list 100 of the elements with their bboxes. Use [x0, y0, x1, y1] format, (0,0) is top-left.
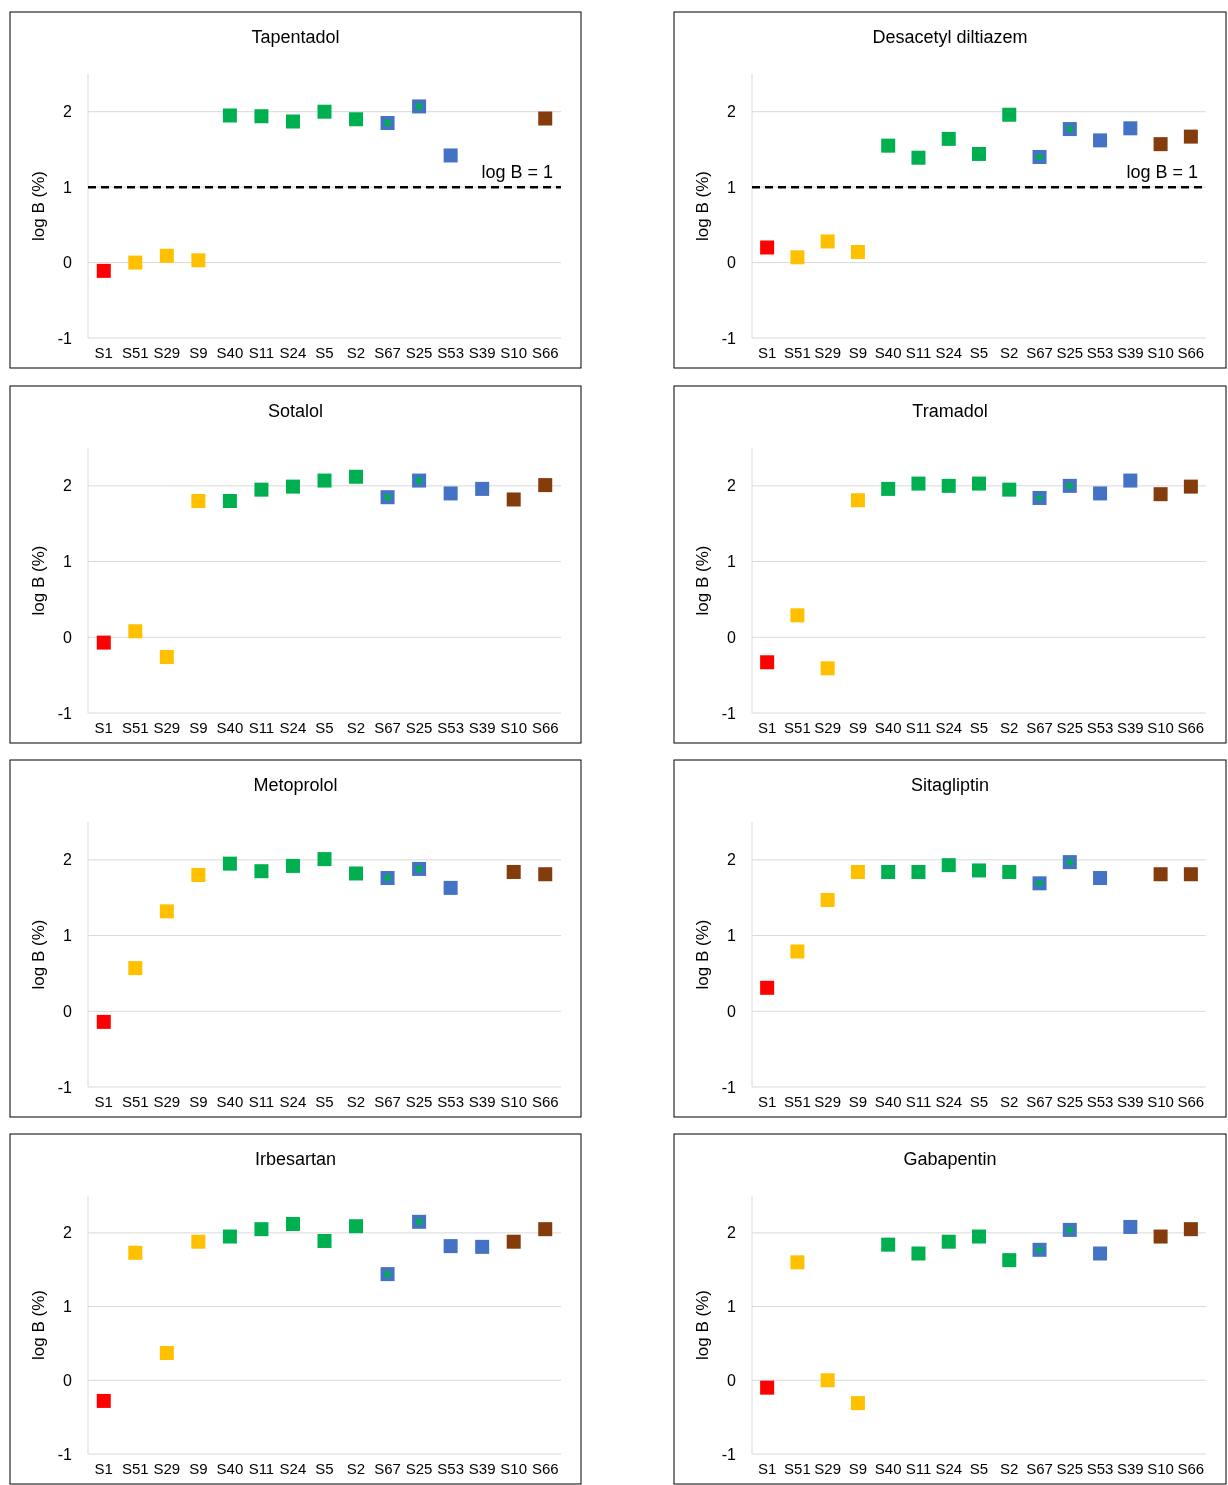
x-tick-label: S25: [405, 1093, 433, 1110]
point: [96, 635, 111, 650]
point: [191, 494, 206, 508]
x-tick-label: S67: [374, 719, 401, 736]
x-tick-label: S51: [121, 1093, 149, 1110]
y-axis-title: log B (%): [693, 171, 712, 241]
x-tick-label: S9: [189, 719, 208, 736]
x-tick-label: S40: [216, 1093, 244, 1110]
x-tick-label: S67: [1026, 1460, 1053, 1477]
point: [254, 1222, 269, 1237]
x-tick-label: S29: [153, 344, 181, 361]
x-tick-label: S53: [437, 1460, 464, 1477]
point: [1093, 1246, 1108, 1261]
x-tick-label: S66: [531, 719, 559, 736]
point: [820, 234, 835, 249]
ref-line-label: log B = 1: [481, 162, 553, 183]
x-tick-label: S1: [94, 719, 113, 736]
point: [128, 1245, 143, 1260]
point: [96, 1393, 111, 1408]
x-tick-label: S9: [848, 719, 868, 736]
y-tick-label: 1: [63, 927, 73, 945]
point: [191, 868, 206, 882]
point: [790, 608, 805, 623]
x-tick-label: S24: [279, 719, 307, 736]
x-tick-label: S29: [814, 719, 842, 736]
point: [1093, 133, 1108, 148]
ref-line-label: log B = 1: [1126, 162, 1198, 183]
x-tick-label: S2: [1000, 719, 1019, 736]
x-tick-label: S5: [315, 344, 334, 361]
point: [506, 1234, 521, 1249]
point: [222, 856, 237, 871]
point: [972, 1229, 986, 1244]
x-tick-label: S29: [814, 344, 842, 361]
y-tick-label: -1: [721, 1445, 737, 1463]
point: [911, 1246, 926, 1261]
x-tick-label: S39: [1116, 719, 1144, 736]
x-tick-label: S11: [248, 344, 275, 361]
x-tick-label: S10: [500, 719, 528, 736]
point: [820, 1373, 835, 1388]
x-tick-label: S10: [500, 344, 528, 361]
x-tick-label: S24: [935, 719, 963, 736]
x-tick-label: S25: [405, 344, 433, 361]
point: [1093, 871, 1108, 886]
x-tick-label: S51: [784, 1093, 811, 1110]
y-tick-label: 0: [63, 1371, 73, 1389]
chart-title: Tramadol: [912, 401, 988, 421]
x-tick-label: S5: [315, 719, 334, 736]
x-tick-label: S40: [216, 719, 244, 736]
y-tick-label: 1: [63, 1298, 73, 1316]
chart-title: Sitagliptin: [910, 775, 990, 795]
x-tick-label: S40: [216, 344, 244, 361]
y-tick-label: 2: [63, 1224, 73, 1242]
x-tick-label: S1: [94, 1460, 113, 1477]
point: [222, 108, 237, 123]
x-tick-label: S9: [189, 344, 208, 361]
x-tick-label: S51: [121, 719, 149, 736]
x-tick-label: S39: [1116, 1093, 1144, 1110]
point: [96, 1014, 111, 1029]
point: [1002, 1253, 1017, 1268]
x-tick-label: S51: [784, 1460, 811, 1477]
y-tick-label: 0: [727, 1002, 737, 1020]
point: [349, 866, 364, 881]
x-tick-label: S29: [814, 1093, 842, 1110]
point: [349, 469, 364, 484]
y-tick-label: 0: [727, 254, 737, 272]
chart-title: Irbesartan: [254, 1149, 337, 1169]
x-tick-label: S51: [121, 344, 149, 361]
chart-title: Desacetyl diltiazem: [872, 27, 1028, 47]
x-tick-label: S39: [468, 344, 496, 361]
x-tick-label: S25: [1056, 719, 1084, 736]
x-tick-label: S67: [374, 1460, 401, 1477]
point: [911, 150, 926, 165]
point: [1123, 1219, 1138, 1234]
point: [972, 146, 986, 161]
point: [850, 493, 865, 508]
x-tick-label: S67: [1026, 344, 1053, 361]
y-tick-label: 1: [63, 553, 73, 571]
y-tick-label: 2: [727, 103, 737, 121]
point: [96, 263, 111, 278]
x-tick-label: S53: [1086, 1460, 1114, 1477]
x-tick-label: S51: [784, 344, 811, 361]
point: [159, 1346, 174, 1361]
point: [972, 476, 986, 491]
point: [538, 1222, 553, 1237]
point: [1002, 864, 1017, 879]
y-tick-label: -1: [721, 1078, 737, 1096]
point: [191, 253, 206, 268]
point: [1153, 867, 1168, 882]
x-tick-label: S67: [1026, 1093, 1053, 1110]
x-tick-label: S2: [1000, 1093, 1019, 1110]
point: [317, 473, 332, 488]
y-axis-title: log B (%): [693, 919, 712, 990]
point: [941, 1234, 956, 1249]
y-tick-label: -1: [57, 704, 73, 722]
point: [475, 481, 490, 496]
y-tick-label: 0: [727, 628, 737, 646]
chart-title: Tapentadol: [251, 27, 340, 47]
point: [1123, 473, 1138, 488]
point: [1183, 479, 1198, 494]
point: [941, 858, 956, 873]
